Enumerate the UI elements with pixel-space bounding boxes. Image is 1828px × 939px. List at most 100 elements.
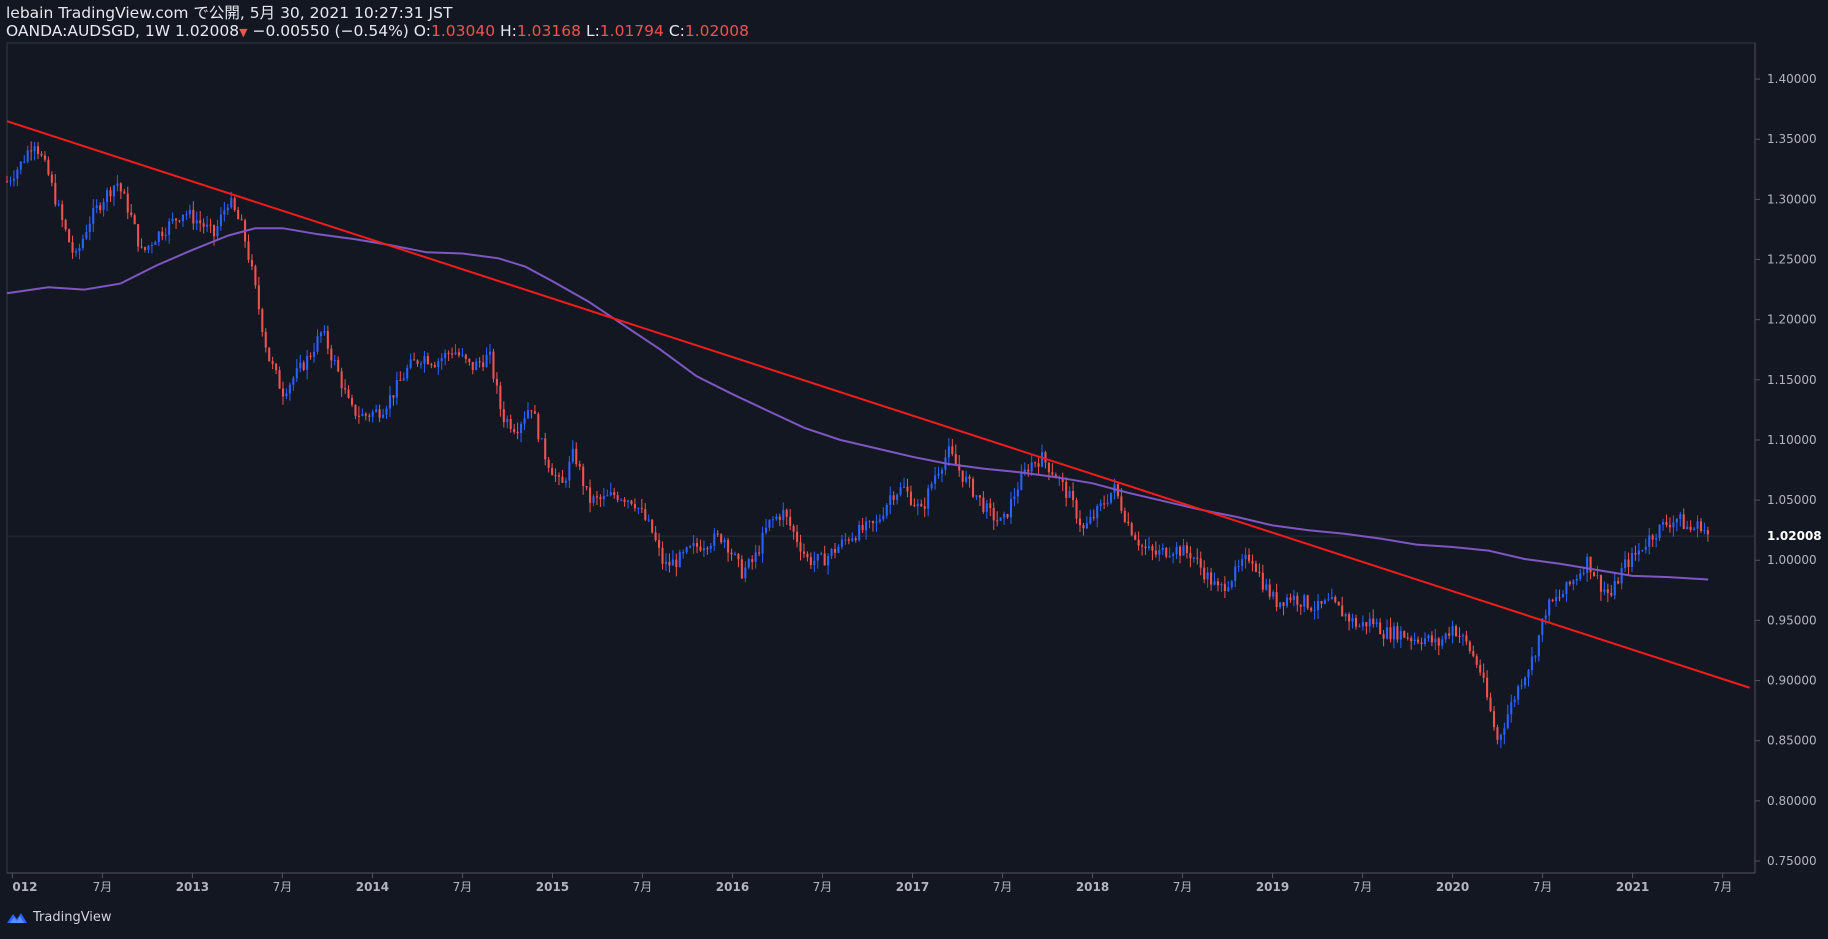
candle-body: [1582, 572, 1585, 574]
candle-body: [1044, 452, 1047, 463]
candle-body: [1016, 489, 1019, 497]
candle-body: [1120, 496, 1123, 511]
candle-body: [385, 408, 388, 415]
candle-body: [1199, 558, 1202, 568]
candle-body: [1703, 530, 1706, 532]
candle-body: [582, 466, 585, 487]
candle-body: [958, 463, 961, 471]
candle-body: [1482, 672, 1485, 678]
candle-body: [1596, 575, 1599, 577]
candle-body: [730, 552, 733, 555]
candle-body: [340, 371, 343, 389]
candle-body: [1503, 728, 1506, 735]
candle-body: [1479, 664, 1482, 673]
candle-body: [544, 438, 547, 460]
candle-body: [161, 231, 164, 237]
candle-body: [813, 560, 816, 565]
candle-body: [195, 220, 198, 224]
candle-body: [799, 542, 802, 552]
candle-body: [896, 494, 899, 500]
price-change: −0.00550 (−0.54%): [252, 22, 409, 40]
candle-body: [406, 367, 409, 379]
candle-body: [1072, 490, 1075, 501]
candle-body: [1434, 638, 1437, 643]
candle-body: [775, 516, 778, 520]
candle-body: [934, 475, 937, 484]
candle-body: [250, 259, 253, 267]
candle-body: [1241, 559, 1244, 567]
time-tick-label: 2020: [1436, 880, 1469, 894]
candle-body: [1210, 572, 1213, 585]
price-tick-label: 1.20000: [1767, 313, 1817, 327]
candle-body: [827, 555, 830, 566]
candle-body: [23, 161, 26, 163]
candle-body: [506, 418, 509, 423]
candle-body: [885, 504, 888, 516]
candle-body: [1379, 622, 1382, 635]
candle-body: [150, 245, 153, 247]
candle-body: [78, 248, 81, 252]
candle-body: [375, 409, 378, 412]
candle-body: [1489, 697, 1492, 712]
candle-body: [1403, 631, 1406, 638]
candle-body: [71, 242, 74, 253]
candle-body: [699, 546, 702, 551]
candle-body: [464, 354, 467, 359]
time-axis[interactable]: 012 7月 2013 7月 2014 7月 2015 7月 2016 7月 2017 7月 2018 7…: [11, 873, 1732, 894]
candle-body: [295, 368, 298, 379]
candle-body: [1341, 605, 1344, 617]
candle-body: [364, 413, 367, 416]
candle-body: [488, 351, 492, 355]
candle-body: [633, 504, 636, 509]
candle-body: [1009, 499, 1013, 518]
candle-body: [1030, 462, 1033, 472]
candle-body: [1137, 539, 1140, 546]
candle-body: [306, 355, 309, 370]
candle-body: [444, 352, 447, 359]
candle-body: [1444, 633, 1447, 640]
candle-body: [1544, 615, 1547, 619]
candle-body: [740, 559, 743, 579]
candle-body: [789, 516, 792, 526]
price-axis[interactable]: 1.40000 1.35000 1.30000 1.25000 1.20000 1.150…: [1755, 72, 1826, 868]
candle-body: [1213, 581, 1216, 585]
trend-line: [6, 120, 1750, 689]
candle-body: [1389, 627, 1392, 640]
time-tick-label: 2021: [1616, 880, 1649, 894]
candle-body: [1541, 618, 1544, 636]
candle-body: [9, 180, 12, 182]
candle-body: [1430, 635, 1433, 643]
candle-body: [181, 214, 184, 222]
candle-body: [937, 473, 940, 476]
candle-body: [516, 431, 519, 434]
candle-body: [1075, 500, 1078, 519]
candle-body: [1537, 635, 1540, 657]
candle-body: [671, 559, 674, 566]
candle-body: [557, 475, 561, 477]
candle-body: [575, 448, 578, 465]
candle-body: [1696, 521, 1699, 529]
candle-body: [171, 218, 174, 222]
candle-body: [37, 146, 40, 154]
candle-body: [1141, 545, 1144, 547]
candle-body: [1527, 670, 1530, 678]
candle-body: [1520, 685, 1523, 687]
candle-body: [578, 464, 581, 467]
candle-body: [758, 552, 761, 554]
candle-body: [916, 503, 919, 507]
candle-body: [1361, 622, 1364, 627]
candle-body: [275, 363, 278, 371]
candle-body: [589, 487, 592, 503]
candle-body: [733, 553, 737, 555]
candle-body: [878, 519, 881, 522]
candle-body: [823, 553, 826, 566]
candle-body: [1151, 546, 1154, 551]
candle-body: [1034, 462, 1037, 464]
candle-body: [1051, 472, 1054, 475]
candle-body: [12, 178, 15, 181]
candle-body: [95, 205, 98, 208]
candle-body: [1082, 525, 1085, 529]
candle-body: [709, 545, 712, 549]
candle-body: [81, 238, 84, 249]
